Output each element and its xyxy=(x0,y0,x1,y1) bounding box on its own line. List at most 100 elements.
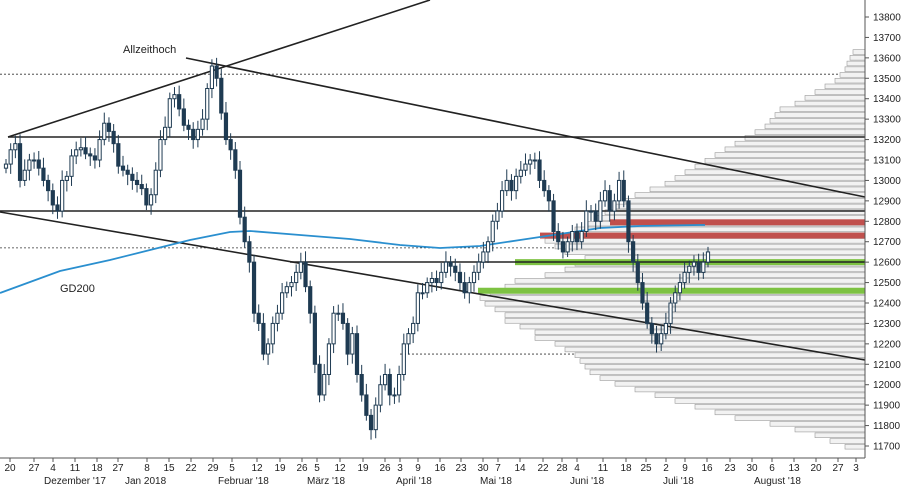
candle xyxy=(242,206,247,248)
candle xyxy=(481,241,486,269)
candle xyxy=(588,204,594,222)
candle xyxy=(556,223,561,250)
x-day-label: 30 xyxy=(746,463,758,474)
candle xyxy=(397,365,402,403)
candle xyxy=(55,196,60,219)
volume-profile-bar xyxy=(584,363,866,370)
x-day-label: 4 xyxy=(574,463,580,474)
volume-profile-bar xyxy=(579,358,866,364)
y-tick-label: 12200 xyxy=(873,339,901,350)
x-month-label: Juli '18 xyxy=(663,476,694,487)
x-day-label: 11 xyxy=(598,463,609,474)
volume-profile-bar xyxy=(564,249,866,255)
volume-profile-bar xyxy=(554,341,866,347)
x-day-label: 30 xyxy=(477,463,489,474)
candle xyxy=(111,124,116,153)
volume-profile-bar xyxy=(564,266,866,273)
candle xyxy=(214,57,219,87)
x-day-label: 18 xyxy=(91,463,103,474)
volume-profile-bar xyxy=(694,404,866,410)
volume-profile-bar xyxy=(834,77,866,84)
volume-profile-bar xyxy=(852,49,866,55)
volume-profile-bar xyxy=(769,421,866,427)
candle xyxy=(439,262,444,290)
candle xyxy=(223,101,229,145)
y-tick-label: 12000 xyxy=(873,380,901,391)
volume-profile-bar xyxy=(814,89,866,95)
candle xyxy=(696,253,701,281)
x-day-label: 27 xyxy=(28,463,40,474)
x-day-label: 22 xyxy=(185,463,197,474)
candle xyxy=(701,252,706,279)
candle xyxy=(27,153,32,181)
candle xyxy=(294,264,299,291)
x-day-label: 4 xyxy=(50,463,56,474)
candle xyxy=(649,317,654,344)
candle xyxy=(331,306,336,354)
candle xyxy=(275,304,280,332)
candle xyxy=(191,122,196,149)
candle xyxy=(3,158,9,174)
candle xyxy=(612,193,617,221)
volume-profile-bar xyxy=(844,66,866,72)
candle xyxy=(504,169,509,196)
x-day-label: 25 xyxy=(640,463,652,474)
y-tick-label: 12700 xyxy=(873,237,901,248)
x-day-label: 12 xyxy=(334,463,346,474)
y-tick-label: 11700 xyxy=(873,442,901,453)
candle xyxy=(518,161,523,184)
x-month-label: Februar '18 xyxy=(218,476,269,487)
volume-profile-bar xyxy=(614,381,866,387)
candle xyxy=(546,185,551,212)
candle xyxy=(691,255,697,276)
candle xyxy=(247,235,252,273)
candle xyxy=(22,159,27,186)
candle xyxy=(326,338,332,386)
x-day-label: 29 xyxy=(207,463,219,474)
candle xyxy=(144,183,149,211)
candle xyxy=(148,188,154,215)
candle xyxy=(289,276,294,297)
candle xyxy=(78,138,83,157)
x-day-label: 12 xyxy=(251,463,263,474)
volume-profile-bar xyxy=(664,180,866,187)
candle xyxy=(251,254,257,323)
candle xyxy=(621,170,626,208)
x-day-label: 27 xyxy=(112,463,124,474)
candle xyxy=(677,273,683,301)
volume-profile-bar xyxy=(804,95,866,101)
candle xyxy=(92,148,98,169)
candle xyxy=(177,85,182,117)
volume-profile-bar xyxy=(849,55,866,61)
candle xyxy=(31,152,37,169)
candle xyxy=(97,130,102,168)
candle xyxy=(13,135,18,159)
candle xyxy=(350,326,355,364)
volume-profile-bar xyxy=(794,426,866,433)
volume-profile-bar xyxy=(554,243,866,250)
axes: 11700 11800 11900 12000 12100 12200 12300 12400… xyxy=(0,0,901,487)
y-tick-label: 13700 xyxy=(873,33,901,44)
candle xyxy=(495,202,500,230)
x-day-label: 3 xyxy=(397,463,403,474)
candle xyxy=(284,281,289,298)
volume-profile-bar xyxy=(574,352,866,358)
candle xyxy=(485,236,491,263)
volume-profile-bar xyxy=(754,129,866,135)
candle xyxy=(499,181,505,218)
x-month-label: Jan 2018 xyxy=(125,476,167,487)
candle xyxy=(74,141,79,165)
volume-profile-bar xyxy=(504,312,866,318)
candle xyxy=(448,256,453,277)
candle xyxy=(167,92,172,138)
price-zone xyxy=(540,232,865,239)
candle xyxy=(172,87,177,108)
volume-profile-bar xyxy=(634,386,866,393)
volume-profile-bar xyxy=(634,192,866,198)
x-day-label: 19 xyxy=(274,463,286,474)
y-tick-label: 13300 xyxy=(873,115,901,126)
volume-profile-bar xyxy=(744,135,866,141)
candle xyxy=(88,147,93,166)
candle xyxy=(60,170,65,218)
